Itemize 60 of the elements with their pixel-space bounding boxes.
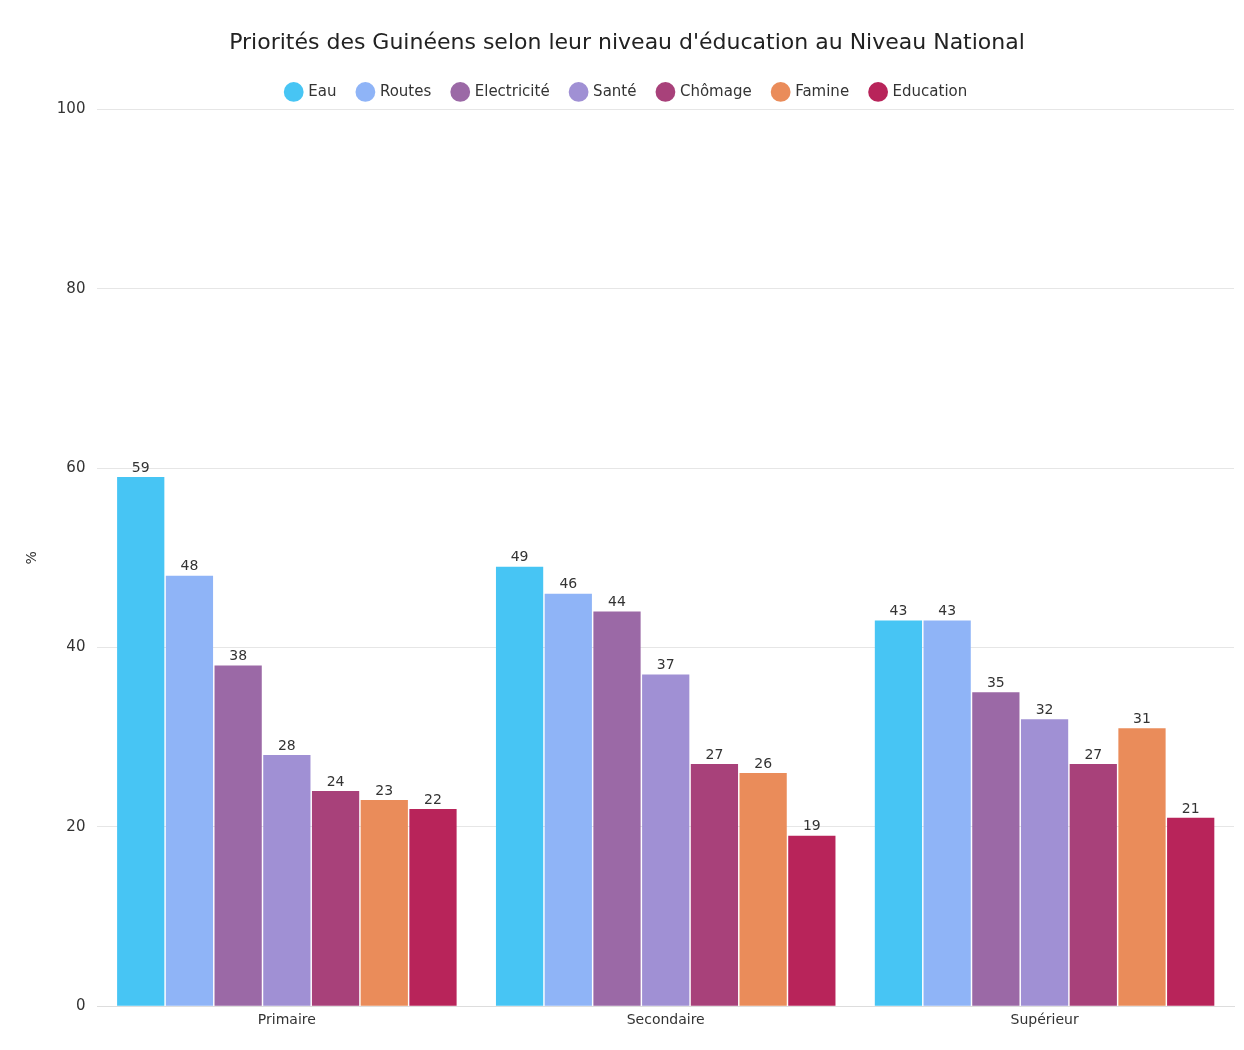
- data-label: 38: [229, 647, 248, 664]
- bar: [1020, 719, 1069, 1006]
- data-label: 43: [938, 602, 957, 619]
- y-tick-label: 0: [75, 996, 86, 1015]
- bar: [788, 835, 836, 1006]
- legend-label: Education: [892, 81, 968, 100]
- data-label: 43: [889, 602, 908, 619]
- y-tick-label: 100: [56, 99, 86, 118]
- bar: [214, 665, 262, 1006]
- bar: [1118, 728, 1166, 1006]
- data-label: 22: [424, 790, 442, 807]
- data-label: 24: [326, 772, 345, 789]
- bar: [544, 593, 592, 1006]
- data-label: 59: [131, 458, 150, 475]
- x-tick-label: Secondaire: [626, 1011, 705, 1028]
- data-label: 27: [705, 745, 724, 762]
- data-label: 35: [986, 673, 1005, 690]
- data-label: 26: [754, 754, 773, 771]
- data-label: 27: [1084, 745, 1103, 762]
- bar: [1167, 817, 1215, 1006]
- bar: [263, 755, 311, 1006]
- bar: [690, 764, 739, 1006]
- bar: [311, 790, 360, 1006]
- bar: [874, 620, 923, 1006]
- bar: [642, 674, 690, 1006]
- legend-label: Routes: [379, 81, 432, 100]
- y-axis-title: %: [23, 551, 40, 565]
- bar: [360, 799, 408, 1006]
- y-tick-label: 40: [66, 637, 86, 656]
- data-label: 28: [277, 736, 296, 753]
- legend-label: Electricité: [474, 81, 550, 100]
- data-label: 32: [1035, 700, 1054, 717]
- data-label: 19: [802, 817, 821, 834]
- legend-label: Chômage: [679, 81, 752, 100]
- y-tick-label: 20: [66, 816, 86, 835]
- y-tick-label: 80: [66, 278, 86, 297]
- data-label: 44: [608, 593, 626, 610]
- bar: [739, 773, 787, 1006]
- chart-title: Priorités des Guinéens selon leur niveau d'éducation au Niveau National: [229, 28, 1025, 54]
- bar: [1069, 764, 1117, 1006]
- bar: [972, 692, 1020, 1006]
- legend-label: Famine: [795, 81, 850, 100]
- bar: [593, 611, 641, 1006]
- data-label: 37: [656, 656, 675, 673]
- data-label: 46: [559, 575, 578, 592]
- data-label: 48: [180, 557, 199, 574]
- bar: [923, 620, 971, 1006]
- data-label: 23: [375, 781, 394, 798]
- x-tick-label: Supérieur: [1010, 1011, 1079, 1028]
- data-label: 31: [1133, 709, 1151, 726]
- bar: [495, 566, 544, 1006]
- x-tick-label: Primaire: [257, 1011, 316, 1028]
- bar: [117, 477, 165, 1006]
- legend-label: Eau: [308, 81, 337, 100]
- data-label: 21: [1181, 799, 1200, 816]
- bar: [409, 808, 457, 1006]
- bar: [165, 575, 214, 1006]
- y-tick-label: 60: [66, 458, 86, 477]
- data-label: 49: [510, 548, 529, 565]
- legend-label: Santé: [593, 81, 637, 100]
